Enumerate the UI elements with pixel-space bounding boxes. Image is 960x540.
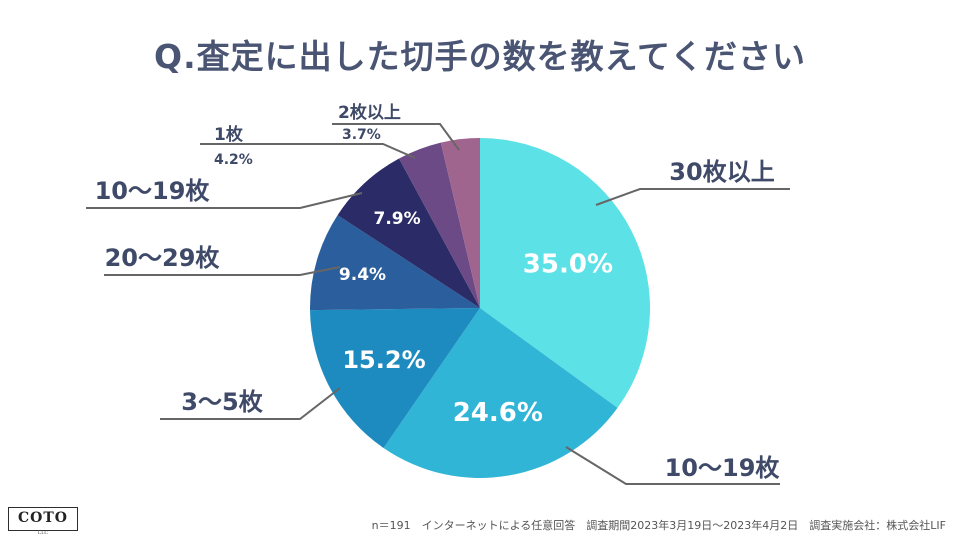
- slice-category-label-7: 2枚以上: [338, 102, 401, 123]
- pie-slice-1: [480, 138, 650, 408]
- slice-category-label-3: 3～5枚: [181, 388, 262, 416]
- survey-footnote: n＝191 インターネットによる任意回答 調査期間2023年3月19日～2023…: [371, 519, 946, 532]
- slice-category-label-1: 30枚以上: [669, 158, 774, 186]
- slice-value-label-1: 35.0%: [523, 250, 613, 280]
- leader-line-3: [160, 387, 341, 420]
- slice-value-label-6: 4.2%: [214, 152, 253, 168]
- page-title: Q.査定に出した切手の数を教えてください: [154, 37, 806, 76]
- slice-value-label-3: 15.2%: [342, 346, 425, 374]
- slice-category-label-2: 10～19枚: [665, 454, 780, 482]
- logo-sub: LLC: [37, 530, 49, 536]
- leader-line-2: [565, 446, 780, 485]
- slice-value-label-4: 9.4%: [339, 265, 386, 285]
- pie-slice-3: [310, 308, 480, 448]
- leader-line-5: [86, 192, 363, 209]
- leader-line-6: [200, 143, 416, 159]
- pie-slice-6: [399, 142, 480, 308]
- logo-text: COTO: [18, 510, 68, 526]
- leader-line-1: [595, 188, 790, 206]
- leader-line-7: [332, 123, 460, 151]
- pie-slice-4: [309, 215, 480, 311]
- slice-category-label-4: 20～29枚: [105, 244, 220, 272]
- slice-value-label-5: 7.9%: [374, 209, 421, 229]
- slice-value-label-7: 3.7%: [342, 127, 381, 143]
- pie-slice-2: [383, 308, 618, 478]
- coto-logo: COTO LLC: [8, 507, 78, 536]
- slice-category-label-6: 1枚: [214, 124, 244, 145]
- slice-category-label-5: 10～19枚: [95, 177, 210, 205]
- slice-value-label-2: 24.6%: [453, 398, 543, 428]
- pie-slice-7: [440, 138, 480, 308]
- leader-line-4: [104, 266, 341, 276]
- pie-slice-5: [337, 158, 480, 308]
